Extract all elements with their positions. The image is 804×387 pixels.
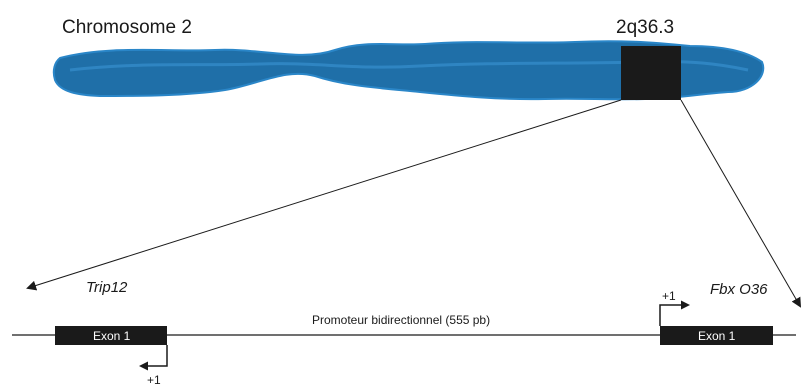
exon-right	[660, 326, 773, 345]
tss-right-label: +1	[662, 289, 676, 303]
gene-name-left: Trip12	[86, 279, 128, 296]
zoom-arrow-right	[680, 99, 802, 308]
exon-left	[55, 326, 167, 345]
band-label: 2q36.3	[616, 17, 674, 38]
tss-arrow-right	[659, 300, 690, 326]
chromosome-body	[52, 40, 765, 101]
chromosome-label: Chromosome 2	[62, 17, 192, 38]
gene-name-right: Fbx O36	[710, 281, 768, 298]
exon-left-label: Exon 1	[93, 329, 131, 343]
zoom-arrow-left	[26, 99, 622, 291]
tss-left-label: +1	[147, 373, 161, 387]
tss-arrow-left	[139, 345, 168, 371]
exon-right-label: Exon 1	[698, 329, 736, 343]
promoter-label: Promoteur bidirectionnel (555 pb)	[312, 313, 490, 327]
band-highlight	[621, 46, 681, 100]
